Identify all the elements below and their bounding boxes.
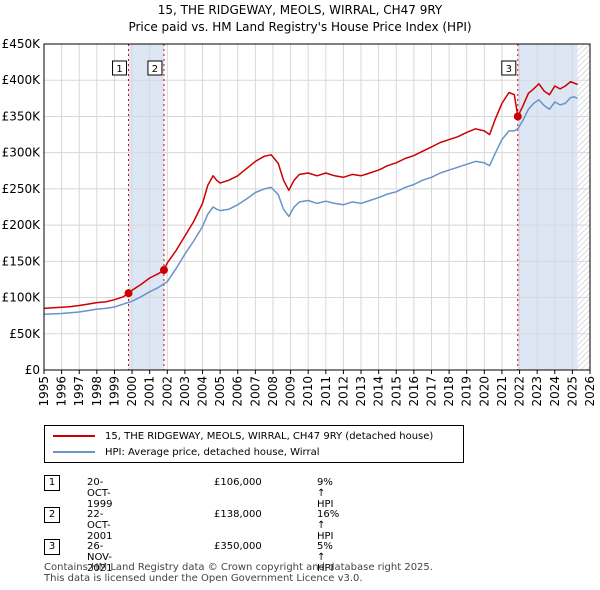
x-tick-label: 2012 <box>336 376 350 407</box>
legend-swatch-property <box>53 435 95 437</box>
y-tick-label: £150K <box>2 254 42 268</box>
transaction-hpi: 16% ↑ HPI <box>317 509 340 542</box>
legend-item-property: 15, THE RIDGEWAY, MEOLS, WIRRAL, CH47 9R… <box>53 428 433 444</box>
x-tick-label: 2021 <box>495 376 509 407</box>
sale-label: 2 <box>152 64 158 75</box>
transaction-date: 20-OCT-1999 <box>87 477 113 510</box>
legend-swatch-hpi <box>53 451 95 453</box>
chart-plot: 1 2 3 £0 £50K £100K £150K £200K £250K £300K £350K… <box>2 37 597 407</box>
sale-label-box <box>147 60 163 76</box>
sale-label-box <box>501 60 517 76</box>
legend-label-hpi: HPI: Average price, detached house, Wirr… <box>105 446 320 458</box>
x-tick-label: 2023 <box>530 376 544 407</box>
y-tick-label: £200K <box>2 218 42 232</box>
transaction-date: 26-NOV-2021 <box>87 541 113 574</box>
x-tick-label: 2003 <box>178 376 192 407</box>
x-tick-label: 1998 <box>90 376 104 407</box>
transaction-price: £106,000 <box>214 477 262 488</box>
x-tick-label: 1995 <box>37 376 51 407</box>
x-tick-label: 2002 <box>160 376 174 407</box>
x-tick-label: 2017 <box>424 376 438 407</box>
shaded-period <box>517 44 578 370</box>
chart-subtitle: Price paid vs. HM Land Registry's House … <box>128 20 472 34</box>
x-tick-label: 2007 <box>248 376 262 407</box>
x-tick-label: 2018 <box>442 376 456 407</box>
transaction-number: 3 <box>44 539 60 555</box>
y-tick-label: £100K <box>2 291 42 305</box>
x-tick-label: 2000 <box>125 376 139 407</box>
hatched-region <box>577 44 590 370</box>
footer-licence: This data is licensed under the Open Gov… <box>44 573 363 584</box>
x-tick-label: 2006 <box>231 376 245 407</box>
x-tick-label: 2024 <box>548 376 562 407</box>
shaded-period <box>128 44 164 370</box>
x-tick-label: 2025 <box>565 376 579 407</box>
sale-point <box>159 266 168 275</box>
sale-label: 3 <box>506 64 512 75</box>
transaction-date: 22-OCT-2001 <box>87 509 113 542</box>
x-tick-label: 2020 <box>477 376 491 407</box>
transaction-hpi: 5% ↑ HPI <box>317 541 334 574</box>
legend: 15, THE RIDGEWAY, MEOLS, WIRRAL, CH47 9R… <box>44 425 464 463</box>
x-tick-label: 2011 <box>319 376 333 407</box>
transaction-hpi: 9% ↑ HPI <box>317 477 334 510</box>
transaction-number: 1 <box>44 475 60 491</box>
x-tick-label: 2019 <box>460 376 474 407</box>
transaction-number: 2 <box>44 507 60 523</box>
x-tick-label: 2013 <box>354 376 368 407</box>
x-tick-label: 2005 <box>213 376 227 407</box>
x-tick-label: 1996 <box>55 376 69 407</box>
legend-item-hpi: HPI: Average price, detached house, Wirr… <box>53 444 320 460</box>
x-tick-label: 1999 <box>107 376 121 407</box>
sale-label: 1 <box>116 64 122 75</box>
sale-point <box>513 112 522 121</box>
x-tick-label: 2016 <box>407 376 421 407</box>
y-tick-label: £450K <box>2 37 42 51</box>
x-tick-label: 1997 <box>72 376 86 407</box>
x-tick-label: 2026 <box>583 376 597 407</box>
x-tick-label: 2010 <box>301 376 315 407</box>
x-tick-label: 2015 <box>389 376 403 407</box>
plot-frame <box>43 43 591 371</box>
y-tick-label: £0 <box>25 363 40 377</box>
transaction-price: £350,000 <box>214 541 262 552</box>
x-tick-label: 2009 <box>284 376 298 407</box>
x-tick-label: 2008 <box>266 376 280 407</box>
series-line-property <box>43 80 578 310</box>
sale-point <box>124 289 133 298</box>
y-tick-label: £400K <box>2 73 42 87</box>
x-tick-label: 2001 <box>143 376 157 407</box>
x-tick-label: 2014 <box>372 376 386 407</box>
y-tick-label: £300K <box>2 146 42 160</box>
chart-title: 15, THE RIDGEWAY, MEOLS, WIRRAL, CH47 9R… <box>157 3 443 17</box>
y-tick-label: £350K <box>2 109 42 123</box>
legend-label-property: 15, THE RIDGEWAY, MEOLS, WIRRAL, CH47 9R… <box>105 430 434 442</box>
transaction-price: £138,000 <box>214 509 262 520</box>
x-tick-label: 2004 <box>196 376 210 407</box>
footer-copyright: Contains HM Land Registry data © Crown c… <box>44 562 433 573</box>
y-tick-label: £250K <box>2 182 42 196</box>
y-tick-label: £50K <box>9 327 41 341</box>
sale-label-box <box>112 60 128 76</box>
x-tick-label: 2022 <box>513 376 527 407</box>
series-line-hpi <box>43 96 578 315</box>
